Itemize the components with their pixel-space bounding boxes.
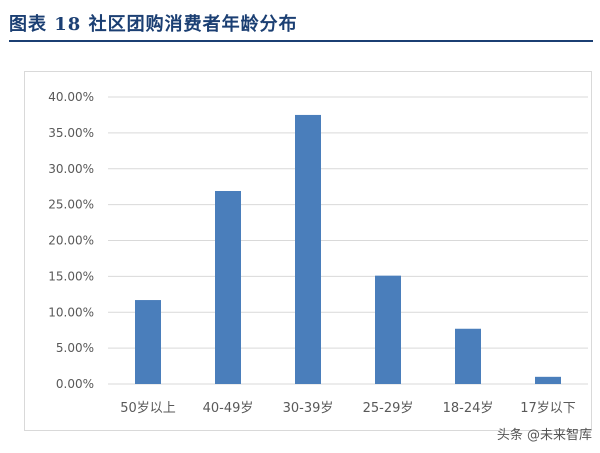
bar [215,190,241,384]
y-tick-label: 25.00% [48,198,94,212]
bar [135,300,161,384]
x-tick-label: 25-29岁 [363,401,414,416]
x-tick-label: 50岁以上 [120,401,176,416]
y-tick-label: 35.00% [48,126,94,140]
x-tick-label: 17岁以下 [520,401,576,416]
y-tick-label: 10.00% [48,305,94,319]
y-tick-label: 40.00% [48,90,94,104]
bar [295,114,321,384]
y-tick-label: 5.00% [56,341,94,355]
figure-header: 图表 18 社区团购消费者年龄分布 [9,6,298,40]
x-tick-label: 40-49岁 [203,401,254,416]
y-tick-label: 15.00% [48,269,94,283]
title-divider [9,40,593,42]
figure-title: 图表 18 社区团购消费者年龄分布 [9,14,298,35]
x-tick-label: 18-24岁 [443,401,494,416]
watermark-text: 头条 @未来智库 [496,428,592,443]
bar [535,376,561,384]
chart-frame [24,71,592,431]
bar [455,328,481,384]
y-tick-label: 30.00% [48,162,94,176]
y-tick-label: 0.00% [56,377,94,391]
y-tick-label: 20.00% [48,234,94,248]
bar [375,275,401,384]
x-tick-label: 30-39岁 [283,401,334,416]
